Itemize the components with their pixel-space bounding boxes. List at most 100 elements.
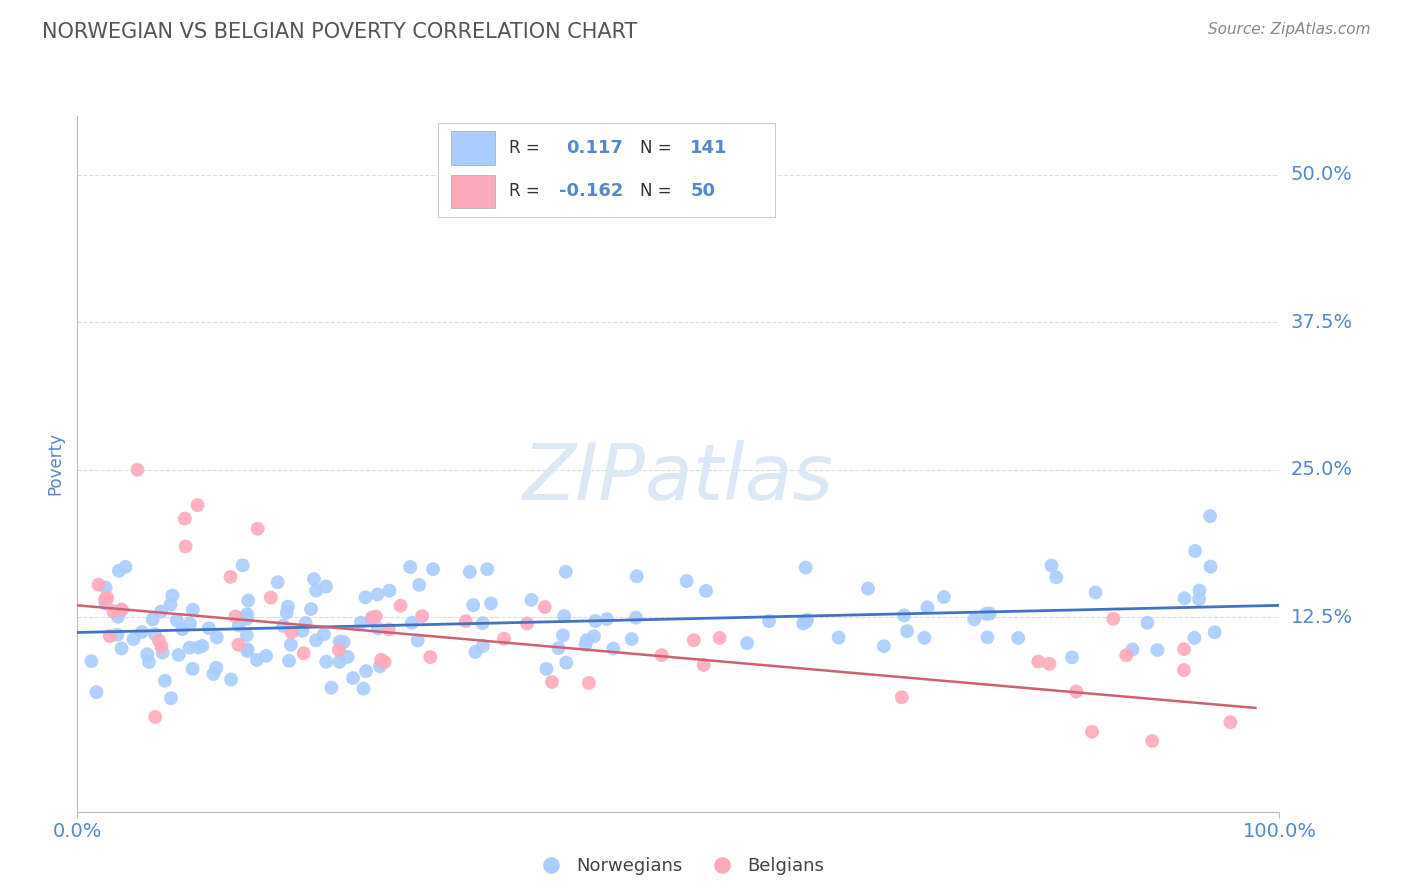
Point bbox=[294, 615, 316, 630]
Point bbox=[547, 641, 569, 656]
Point bbox=[1188, 592, 1211, 607]
Point bbox=[1199, 559, 1222, 574]
Point bbox=[246, 653, 269, 667]
Point bbox=[232, 558, 254, 573]
Point bbox=[94, 592, 117, 607]
Point bbox=[94, 581, 117, 595]
Point bbox=[1040, 558, 1063, 573]
Point bbox=[1045, 570, 1067, 584]
Point bbox=[276, 606, 298, 620]
Point bbox=[890, 690, 912, 705]
Point bbox=[179, 640, 201, 655]
Point bbox=[963, 612, 986, 626]
Point bbox=[1199, 509, 1222, 524]
Point bbox=[1115, 648, 1137, 663]
Point bbox=[166, 614, 188, 628]
Point bbox=[110, 641, 132, 656]
Point bbox=[454, 614, 477, 628]
Point bbox=[555, 656, 578, 670]
Point bbox=[1173, 642, 1195, 657]
Point bbox=[181, 662, 204, 676]
Point bbox=[827, 631, 849, 645]
Point bbox=[626, 569, 648, 583]
Point bbox=[912, 631, 935, 645]
Point bbox=[219, 673, 242, 687]
Point bbox=[150, 605, 173, 619]
Point bbox=[553, 609, 575, 624]
Point bbox=[709, 631, 731, 645]
Point bbox=[1182, 631, 1205, 645]
Point bbox=[794, 615, 817, 629]
Point bbox=[551, 628, 574, 642]
Point bbox=[364, 609, 387, 624]
Point bbox=[127, 463, 149, 477]
Point bbox=[354, 591, 377, 605]
Point bbox=[87, 577, 110, 591]
Point bbox=[315, 655, 337, 669]
Point bbox=[1188, 583, 1211, 598]
Point bbox=[332, 635, 354, 649]
Point bbox=[228, 638, 250, 652]
Point bbox=[554, 565, 576, 579]
Point bbox=[1121, 642, 1143, 657]
Point bbox=[472, 639, 495, 653]
Point bbox=[1026, 655, 1049, 669]
Text: 50.0%: 50.0% bbox=[1291, 165, 1353, 185]
Point bbox=[108, 564, 131, 578]
Point bbox=[401, 615, 423, 630]
Point bbox=[191, 639, 214, 653]
Point bbox=[219, 570, 242, 584]
Point bbox=[1146, 643, 1168, 657]
Point bbox=[315, 580, 337, 594]
Point bbox=[354, 664, 377, 678]
Point bbox=[148, 633, 170, 648]
Point bbox=[758, 614, 780, 628]
Text: 25.0%: 25.0% bbox=[1291, 460, 1353, 479]
Point bbox=[305, 583, 328, 598]
Point bbox=[280, 625, 302, 640]
Point bbox=[353, 681, 375, 696]
Point bbox=[111, 602, 134, 616]
Point bbox=[236, 611, 259, 625]
Point bbox=[1184, 544, 1206, 558]
Point bbox=[122, 632, 145, 647]
Point bbox=[463, 598, 485, 612]
Point bbox=[143, 710, 166, 724]
Point bbox=[205, 631, 228, 645]
Point bbox=[596, 612, 619, 626]
Point bbox=[408, 578, 430, 592]
Text: ZIPatlas: ZIPatlas bbox=[523, 440, 834, 516]
Point bbox=[173, 511, 195, 525]
Point bbox=[378, 583, 401, 598]
Point bbox=[367, 621, 389, 635]
Point bbox=[94, 597, 117, 611]
Point bbox=[152, 646, 174, 660]
Point bbox=[277, 599, 299, 614]
Point bbox=[1173, 591, 1195, 606]
Point bbox=[224, 609, 246, 624]
Point bbox=[896, 624, 918, 639]
Point bbox=[1064, 684, 1087, 698]
Point bbox=[974, 607, 997, 621]
Point bbox=[477, 562, 499, 576]
Point bbox=[186, 498, 209, 512]
Point bbox=[516, 616, 538, 631]
Point bbox=[578, 676, 600, 690]
Point bbox=[574, 638, 596, 652]
Point bbox=[536, 662, 558, 676]
Point bbox=[291, 624, 314, 638]
Point bbox=[368, 659, 391, 673]
Point bbox=[329, 634, 352, 648]
Point bbox=[360, 612, 382, 626]
Point bbox=[1204, 625, 1226, 640]
Point bbox=[105, 628, 128, 642]
Point bbox=[292, 646, 315, 660]
Point bbox=[80, 654, 103, 668]
Point bbox=[1173, 663, 1195, 677]
Point bbox=[246, 522, 269, 536]
Point bbox=[541, 675, 564, 690]
Point bbox=[302, 572, 325, 586]
Point bbox=[236, 628, 259, 642]
Point bbox=[471, 616, 494, 631]
Point bbox=[411, 609, 433, 624]
